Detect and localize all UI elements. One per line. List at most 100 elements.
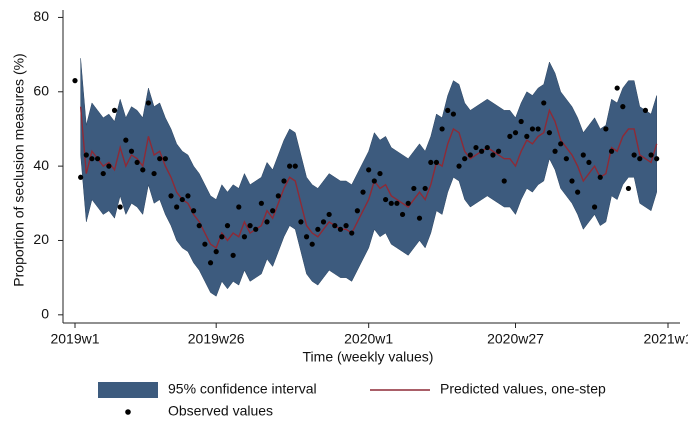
observed-point [524,133,530,139]
observed-point [292,163,298,169]
observed-point [247,223,253,229]
observed-point [620,104,626,110]
observed-point [575,189,581,195]
observed-point [456,163,462,169]
observed-point [484,144,490,151]
x-tick-label: 2020w27 [487,331,544,347]
observed-point [586,159,592,166]
observed-point [405,200,411,206]
observed-point [462,156,468,162]
observed-point [185,193,191,199]
observed-point [83,152,89,158]
observed-point [591,204,598,210]
observed-point [128,148,135,154]
observed-point [631,152,637,158]
observed-point [117,204,123,210]
observed-point [614,85,620,91]
observed-point [202,241,208,247]
observed-point [78,174,84,180]
observed-point [569,178,575,184]
x-axis-title: Time (weekly values) [303,349,434,365]
observed-point [535,126,541,132]
observed-point [326,211,332,218]
observed-point [439,126,445,132]
observed-point [94,156,101,162]
observed-point [241,234,248,240]
confidence-band [80,58,657,297]
observed-point [106,163,112,169]
observed-point [343,223,349,229]
observed-point [219,234,225,240]
observed-point [529,126,536,132]
observed-point [270,208,276,214]
observed-point [580,152,586,158]
y-tick-label: 60 [33,82,49,98]
y-tick-label: 0 [41,306,49,322]
y-axis-title: Proportion of seclusion measures (%) [11,53,27,286]
observed-point [309,241,315,247]
observed-point [450,111,456,117]
x-tick-label: 2019w26 [188,331,245,347]
observed-point [332,223,338,229]
observed-point [100,170,106,177]
observed-point [518,118,524,125]
observed-point [366,167,372,173]
observed-point [145,100,152,106]
observed-point [433,159,440,166]
legend-swatch [98,382,158,398]
observed-point [320,219,327,225]
observed-point [399,211,406,218]
observed-point [196,223,202,229]
observed-point [473,144,479,151]
observed-point [541,100,547,106]
observed-point [360,189,366,195]
observed-point [501,178,507,184]
observed-point [179,196,185,203]
observed-point [236,204,242,210]
observed-point [479,148,485,154]
observed-point [349,230,355,236]
legend-swatch [125,409,131,415]
observed-point [157,156,163,162]
observed-point [552,148,558,154]
observed-point [625,185,632,192]
y-tick-label: 20 [33,231,49,247]
observed-point [411,185,417,192]
observed-point [354,208,360,214]
legend-label: Predicted values, one-step [440,381,606,397]
observed-point [512,130,519,136]
observed-point [151,170,157,177]
observed-point [72,78,78,84]
observed-point [281,178,287,184]
observed-point [213,249,219,255]
observed-point [642,107,649,113]
x-tick-label: 2021w1 [643,331,688,347]
observed-point [422,185,428,192]
observed-point [168,193,174,199]
observed-point [648,152,654,158]
observed-point [558,141,564,147]
observed-point [445,107,451,113]
observed-point [123,137,129,143]
observed-point [337,226,344,232]
observed-point [162,156,168,162]
observed-point [315,226,321,232]
x-tick-label: 2020w1 [344,331,393,347]
observed-point [546,130,553,136]
legend-label: 95% confidence interval [168,381,317,397]
observed-point [603,126,609,132]
observed-point [377,170,383,177]
observed-point [134,159,140,166]
observed-point [230,252,236,258]
observed-point [637,156,643,162]
observed-point [563,156,569,162]
observed-point [258,200,264,206]
predicted-line [79,106,658,249]
observed-point [111,107,118,113]
observed-point [89,156,95,162]
observed-point [654,156,660,162]
observed-point [224,223,231,229]
y-tick-label: 40 [33,157,49,173]
observed-point [428,159,434,166]
